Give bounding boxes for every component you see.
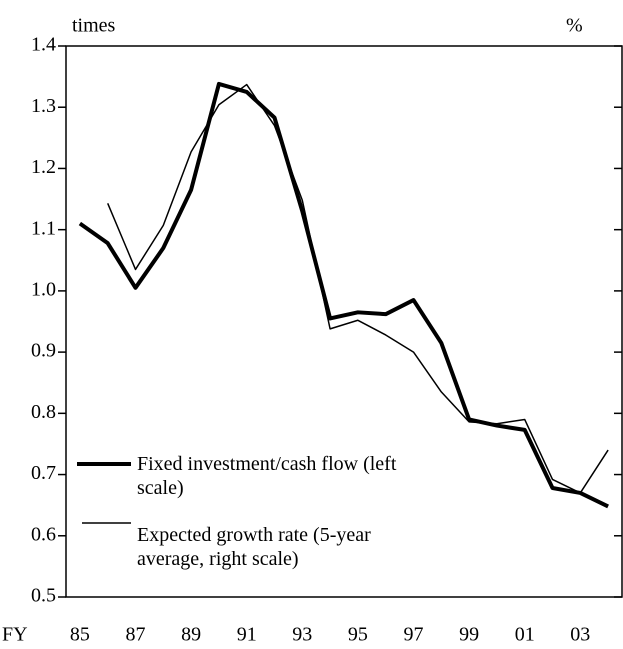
y-unit-left: times: [72, 15, 116, 37]
y-tick-label: 0.7: [31, 462, 56, 484]
x-tick-label: 95: [348, 624, 368, 646]
x-tick-label: 91: [237, 624, 257, 646]
y-tick-label: 0.8: [31, 401, 56, 423]
legend-label: Expected growth rate (5-year average, ri…: [137, 524, 371, 570]
x-tick-label: 93: [292, 624, 312, 646]
y-tick-label: 1.4: [31, 34, 56, 56]
y-tick-label: 1.3: [31, 95, 56, 117]
y-unit-right: %: [566, 15, 583, 37]
x-tick-label: 89: [181, 624, 201, 646]
y-tick-label: 0.5: [31, 585, 56, 607]
x-tick-label: 03: [570, 624, 590, 646]
x-tick-label: 99: [459, 624, 479, 646]
x-tick-label: 85: [70, 624, 90, 646]
y-tick-label: 0.6: [31, 523, 56, 545]
data-line: [78, 81, 609, 509]
x-axis-label: FY: [2, 624, 28, 646]
x-tick-label: 87: [126, 624, 146, 646]
legend-label: Fixed investment/cash flow (left scale): [137, 453, 397, 499]
x-tick-label: 97: [404, 624, 424, 646]
y-tick-label: 1.1: [31, 217, 56, 239]
y-tick-label: 1.2: [31, 156, 56, 178]
y-tick-label: 0.9: [31, 340, 56, 362]
x-tick-label: 01: [515, 624, 535, 646]
data-line: [107, 83, 609, 494]
y-tick-label: 1.0: [31, 278, 56, 300]
plot-frame: [65, 45, 623, 598]
